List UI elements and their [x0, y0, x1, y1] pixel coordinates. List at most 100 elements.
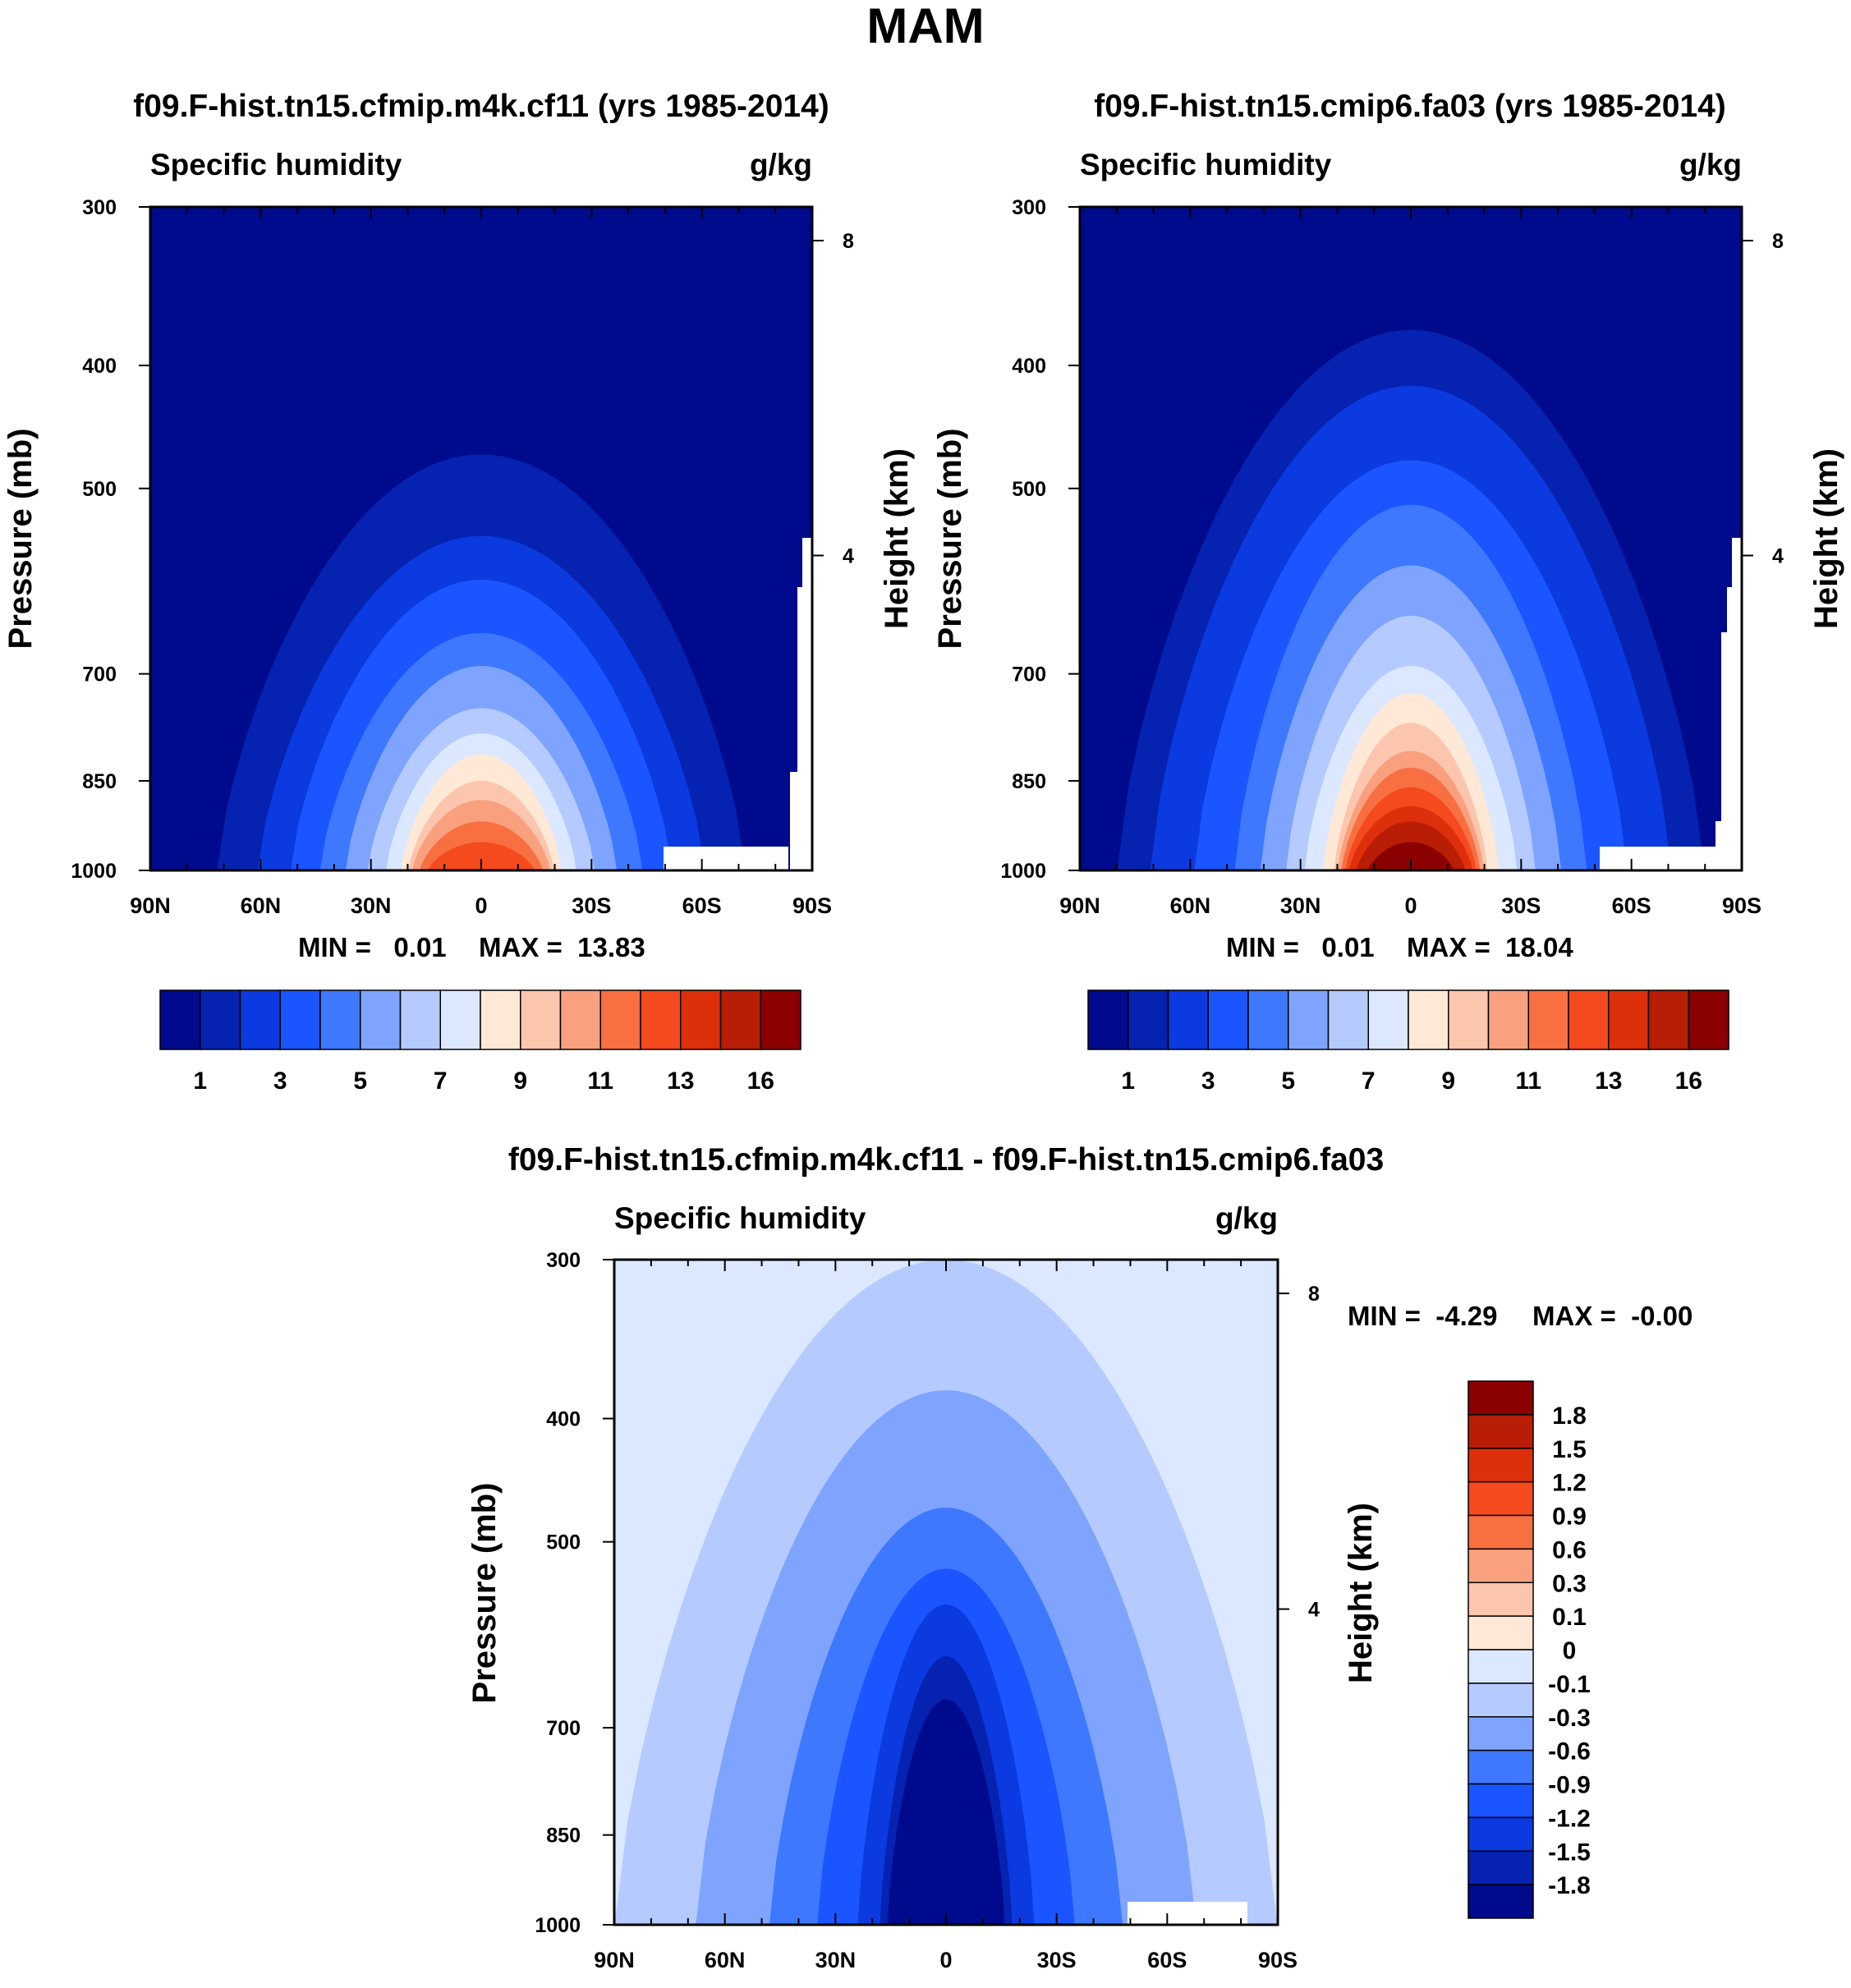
- x-tick-label: 30S: [1037, 1948, 1077, 1972]
- x-tick-label: 30N: [815, 1948, 857, 1972]
- colorbar-box: [1467, 1850, 1534, 1885]
- colorbar-box: [1467, 1716, 1534, 1752]
- colorbar-box: [319, 989, 361, 1050]
- colorbar-box: [1448, 989, 1490, 1050]
- y2-axis-label: Height (km): [1343, 1503, 1379, 1683]
- colorbar-label: 3: [273, 1067, 287, 1095]
- x-tick-label: 60N: [241, 893, 282, 918]
- colorbar-box: [1647, 989, 1689, 1050]
- y-tick-label: 400: [546, 1408, 581, 1431]
- colorbar-label: 1: [1121, 1067, 1135, 1095]
- variable-label: Specific humidity: [1080, 148, 1332, 181]
- variable-label: Specific humidity: [614, 1201, 866, 1235]
- colorbar-box: [439, 989, 481, 1050]
- colorbar-label: 0.9: [1552, 1504, 1587, 1531]
- colorbar: 1.8 1.5 1.2 0.9 0.6 0.3 0.1 0 -0.1 -0.3 -0.6 -0.9 -1…: [1467, 1380, 1591, 1919]
- x-tick-label: 90N: [130, 893, 171, 918]
- colorbar-label: 0: [1563, 1637, 1577, 1664]
- colorbar-box: [1247, 989, 1289, 1050]
- colorbar-box: [1467, 1548, 1534, 1583]
- missing-data-patch: [664, 847, 788, 870]
- colorbar-box: [159, 989, 201, 1050]
- colorbar-label: 9: [1441, 1067, 1455, 1095]
- colorbar-label: 7: [434, 1067, 448, 1095]
- colorbar-label: 16: [1675, 1067, 1702, 1095]
- colorbar-box: [1327, 989, 1369, 1050]
- x-tick-label: 60S: [1612, 893, 1651, 918]
- x-tick-label: 0: [1404, 893, 1417, 918]
- missing-data-patch: [790, 538, 812, 870]
- x-tick-label: 30N: [1280, 893, 1321, 918]
- y-tick-label: 850: [546, 1825, 581, 1848]
- colorbar-box: [1467, 1783, 1534, 1819]
- axis-ticks: 90N 60N 30N 0 30S 60S 90S 300 400 500 700 850 1000 8 4: [535, 1249, 1320, 1972]
- colorbar-label: 1.5: [1552, 1436, 1587, 1463]
- y-axis-label: Pressure (mb): [466, 1483, 503, 1704]
- colorbar-box: [1087, 989, 1129, 1050]
- colorbar-box: [1167, 989, 1209, 1050]
- missing-data-patch: [1600, 847, 1716, 870]
- colorbar-box: [640, 989, 682, 1050]
- colorbar-box: [279, 989, 321, 1050]
- colorbar-box: [1467, 1683, 1534, 1718]
- colorbar-box: [1467, 1884, 1534, 1919]
- contour-band: [427, 842, 535, 870]
- units-label: g/kg: [750, 148, 812, 181]
- y-tick-label: 1000: [71, 860, 117, 883]
- colorbar-box: [1467, 1615, 1534, 1651]
- y2-tick-label: 8: [1308, 1283, 1320, 1306]
- contour-fill: [150, 207, 812, 870]
- colorbar-label: -0.3: [1548, 1705, 1591, 1732]
- panel-difference: f09.F-hist.tn15.cfmip.m4k.cf11 - f09.F-h…: [466, 1142, 1693, 1972]
- colorbar-label: 1.8: [1552, 1403, 1587, 1430]
- colorbar-box: [239, 989, 281, 1050]
- colorbar-box: [1467, 1448, 1534, 1483]
- colorbar: 1 3 5 7 9 11 13 16: [1087, 989, 1729, 1095]
- y2-tick-label: 8: [1772, 230, 1784, 253]
- colorbar-label: 11: [1515, 1067, 1541, 1095]
- colorbar-label: 13: [1595, 1067, 1622, 1095]
- colorbar-label: -0.6: [1548, 1738, 1591, 1765]
- colorbar-label: 5: [353, 1067, 367, 1095]
- colorbar-box: [1467, 1380, 1534, 1416]
- y2-tick-label: 4: [1772, 545, 1784, 568]
- panel-title: f09.F-hist.tn15.cfmip.m4k.cf11 (yrs 1985…: [133, 89, 829, 124]
- y-tick-label: 700: [82, 663, 117, 686]
- missing-data-patch: [1716, 538, 1742, 870]
- x-tick-label: 90N: [594, 1948, 635, 1972]
- colorbar-label: -0.9: [1548, 1772, 1591, 1799]
- colorbar-label: 0.6: [1552, 1536, 1587, 1563]
- colorbar-box: [1408, 989, 1449, 1050]
- y-tick-label: 400: [1012, 355, 1046, 378]
- colorbar-box: [1568, 989, 1610, 1050]
- colorbar-label: 0.3: [1552, 1570, 1587, 1597]
- colorbar-label: 3: [1201, 1067, 1215, 1095]
- colorbar-box: [1467, 1649, 1534, 1684]
- colorbar-box: [360, 989, 402, 1050]
- colorbar-box: [1467, 1582, 1534, 1617]
- y-tick-label: 850: [1012, 770, 1046, 793]
- panel-title: f09.F-hist.tn15.cmip6.fa03 (yrs 1985-201…: [1094, 89, 1726, 124]
- colorbar-box: [760, 989, 801, 1050]
- y2-tick-label: 4: [1308, 1599, 1320, 1622]
- panel-title: f09.F-hist.tn15.cfmip.m4k.cf11 - f09.F-h…: [508, 1142, 1384, 1178]
- y-tick-label: 850: [82, 770, 117, 793]
- colorbar-label: 9: [513, 1067, 527, 1095]
- colorbar-box: [1467, 1481, 1534, 1517]
- colorbar-label: -1.2: [1548, 1805, 1591, 1832]
- colorbar-box: [559, 989, 601, 1050]
- contour-band: [887, 1699, 1005, 1925]
- colorbar-box: [719, 989, 761, 1050]
- contour-band: [1367, 842, 1454, 870]
- colorbar-box: [599, 989, 641, 1050]
- panel-control-m4k: f09.F-hist.tn15.cfmip.m4k.cf11 (yrs 1985…: [2, 89, 915, 1095]
- missing-data-patch: [1128, 1902, 1247, 1925]
- min-label: MIN = 0.01: [1226, 932, 1375, 962]
- x-tick-label: 90S: [792, 893, 832, 918]
- colorbar-label: 1.2: [1552, 1470, 1587, 1497]
- y-tick-label: 300: [82, 196, 117, 219]
- variable-label: Specific humidity: [150, 148, 402, 181]
- y2-tick-label: 4: [843, 545, 854, 568]
- colorbar-box: [1608, 989, 1650, 1050]
- colorbar-label: -1.8: [1548, 1872, 1591, 1899]
